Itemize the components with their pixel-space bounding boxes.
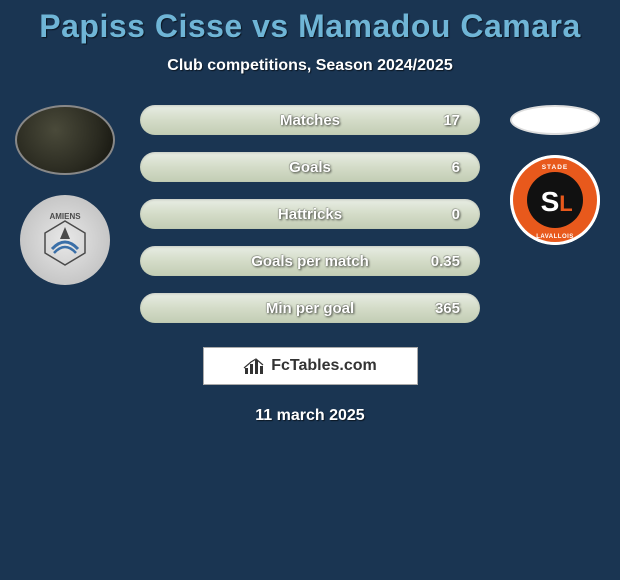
stat-label: Min per goal	[266, 300, 354, 317]
svg-text:STADE: STADE	[542, 164, 569, 171]
stat-row: Min per goal 365	[140, 293, 480, 323]
bars-chart-icon	[243, 356, 267, 376]
page-title: Papiss Cisse vs Mamadou Camara	[0, 8, 620, 45]
svg-text:L: L	[559, 191, 572, 216]
infographic-root: Papiss Cisse vs Mamadou Camara Club comp…	[0, 0, 620, 425]
stat-label: Hattricks	[278, 206, 342, 223]
stat-bars: Matches 17 Goals 6 Hattricks 0 Goals per…	[140, 105, 480, 323]
svg-text:LAVALLOIS: LAVALLOIS	[536, 234, 574, 240]
left-column: AMIENS	[10, 105, 120, 285]
right-column: STADE LAVALLOIS S L	[500, 105, 610, 245]
stat-row: Goals 6	[140, 152, 480, 182]
amiens-badge-icon: AMIENS	[30, 205, 100, 275]
svg-text:S: S	[541, 186, 560, 217]
club-badge-left: AMIENS	[20, 195, 110, 285]
svg-text:AMIENS: AMIENS	[49, 212, 81, 221]
lavallois-badge-icon: STADE LAVALLOIS S L	[510, 155, 600, 245]
stat-value-right: 6	[452, 159, 460, 176]
stat-value-right: 0.35	[431, 253, 460, 270]
stat-row: Hattricks 0	[140, 199, 480, 229]
date-label: 11 march 2025	[0, 407, 620, 425]
stat-row: Goals per match 0.35	[140, 246, 480, 276]
stat-row: Matches 17	[140, 105, 480, 135]
main-row: AMIENS Matches 17 Goals 6 Hattricks 0	[0, 105, 620, 323]
player-avatar-right	[510, 105, 600, 135]
stat-label: Matches	[280, 112, 340, 129]
stat-label: Goals per match	[251, 253, 369, 270]
brand-box: FcTables.com	[203, 347, 418, 385]
brand-text: FcTables.com	[271, 357, 377, 375]
stat-value-right: 365	[435, 300, 460, 317]
player-avatar-left	[15, 105, 115, 175]
club-badge-right: STADE LAVALLOIS S L	[510, 155, 600, 245]
stat-value-right: 0	[452, 206, 460, 223]
page-subtitle: Club competitions, Season 2024/2025	[0, 57, 620, 75]
stat-value-right: 17	[443, 112, 460, 129]
stat-label: Goals	[289, 159, 331, 176]
